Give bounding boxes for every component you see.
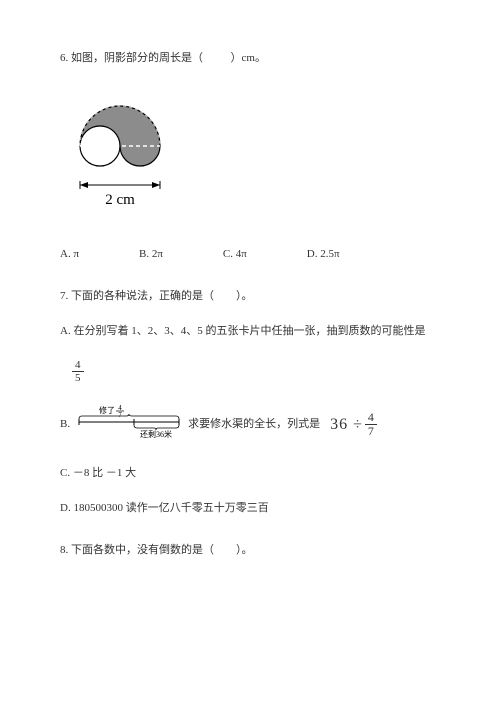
q7-a-frac-num: 4 xyxy=(72,359,84,372)
q6-option-d: D. 2.5π xyxy=(307,246,340,264)
q7-a-text: A. 在分别写着 1、2、3、4、5 的五张卡片中任抽一张，抽到质数的可能性是 xyxy=(60,325,425,337)
q8-stem: 8. 下面各数中，没有倒数的是（ ）。 xyxy=(60,542,440,560)
q6-stem-suffix: ）cm。 xyxy=(231,52,266,64)
q7-a-fraction: 4 5 xyxy=(70,359,440,384)
q7-option-a: A. 在分别写着 1、2、3、4、5 的五张卡片中任抽一张，抽到质数的可能性是 xyxy=(60,323,440,341)
q7-option-b: B. 修了 4 7 还剩36米 求要修水渠的全长，列式是 36 ÷ 4 7 xyxy=(60,404,440,445)
q7-b-diagram: 修了 4 7 还剩36米 xyxy=(74,404,184,445)
q7-b-eq-frac-num: 4 xyxy=(365,411,377,425)
q7-b-label: B. xyxy=(60,416,70,434)
q6-option-a: A. π xyxy=(60,246,79,264)
q6-option-c: C. 4π xyxy=(223,246,247,264)
q7-b-eq-frac-den: 7 xyxy=(365,425,377,438)
q7-b-bottom-text: 还剩36米 xyxy=(140,429,172,438)
shaded-region xyxy=(80,106,160,166)
q7-option-c: C. －8 比 －1 大 xyxy=(60,465,440,483)
q7-b-top-frac-den: 7 xyxy=(118,411,122,419)
dim-label: 2 cm xyxy=(105,192,135,208)
shaded-shape-svg: 2 cm xyxy=(60,86,200,216)
q6-option-b: B. 2π xyxy=(139,246,163,264)
q6-options: A. π B. 2π C. 4π D. 2.5π xyxy=(60,246,440,264)
q7-b-eq-frac: 4 7 xyxy=(365,411,377,438)
q6-stem-prefix: 6. 如图，阴影部分的周长是（ xyxy=(60,52,203,64)
q7-option-d: D. 180500300 读作一亿八千零五十万零三百 xyxy=(60,500,440,518)
inner-left-arc xyxy=(80,146,120,166)
q7-stem: 7. 下面的各种说法，正确的是（ ）。 xyxy=(60,288,440,306)
q7-b-top-text: 修了 xyxy=(99,405,115,415)
q7-b-eq-left: 36 ÷ xyxy=(330,412,363,438)
dim-arrow-right xyxy=(152,182,160,188)
q6-stem: 6. 如图，阴影部分的周长是（ ）cm。 xyxy=(60,50,440,68)
q7-b-after: 求要修水渠的全长，列式是 xyxy=(188,416,320,434)
q6-blank xyxy=(206,52,228,64)
q7-a-frac-den: 5 xyxy=(72,372,84,384)
dim-arrow-left xyxy=(80,182,88,188)
q6-figure: 2 cm xyxy=(60,86,440,223)
q7-b-top-brace xyxy=(79,414,179,419)
